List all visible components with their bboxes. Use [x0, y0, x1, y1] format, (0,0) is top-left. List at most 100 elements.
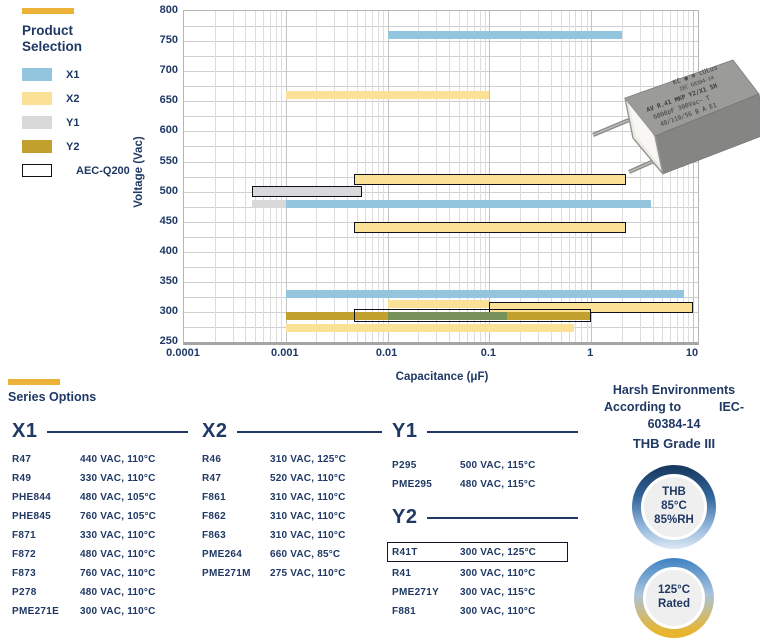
part-spec: 480 VAC, 110°C [80, 549, 156, 560]
gridline-v-major [285, 11, 287, 342]
chart-bar-x2-520vac [354, 174, 626, 185]
chart-bar-y1-480vac [252, 199, 286, 208]
legend-item-y1: Y1 [22, 116, 162, 129]
gridline-v-minor [263, 11, 265, 342]
gridline-h [184, 71, 698, 73]
part-row-pme264: PME264 660 VAC, 85°C [202, 545, 382, 564]
part-number: PME271E [12, 606, 60, 617]
part-spec: 300 VAC, 125°C [460, 546, 537, 558]
gridline-h [184, 41, 698, 43]
y-tick-800: 800 [159, 4, 178, 16]
part-spec: 480 VAC, 110°C [80, 587, 156, 598]
gridline-v-minor [334, 11, 336, 342]
x2-swatch [22, 92, 52, 105]
part-spec: 310 VAC, 110°C [270, 492, 346, 503]
x-tick-0.01: 0.01 [375, 347, 398, 359]
part-row-pme295: PME295 480 VAC, 115°C [392, 475, 578, 494]
chart-bar-y2-300vac [354, 309, 592, 323]
chart-bar-x2-275vac [285, 324, 575, 332]
legend-title: Product Selection [22, 23, 83, 54]
part-number: P295 [392, 460, 417, 471]
column-header-x2: X2 [202, 420, 382, 442]
gridline-h [184, 236, 698, 238]
gridline-v-minor [275, 11, 277, 342]
series-options-title: Series Options [8, 390, 97, 404]
legend-item-x1: X1 [22, 68, 162, 81]
y-tick-250: 250 [159, 335, 178, 347]
gridline-v-minor [670, 11, 672, 342]
legend-items: X1 X2 Y1 Y2 AEC-Q200 [22, 68, 162, 177]
legend-label: AEC-Q200 [76, 164, 130, 177]
part-number: PME271M [202, 568, 251, 579]
chart-bar-x1-330vac [285, 289, 685, 298]
chart-bar-x2-440vac [354, 222, 626, 234]
legend-label: Y1 [66, 116, 80, 129]
legend-label: X2 [66, 92, 80, 105]
y-tick-350: 350 [159, 274, 178, 287]
chart-bar-x2-660vac [285, 91, 490, 100]
part-spec: 760 VAC, 110°C [80, 568, 156, 579]
part-spec: 275 VAC, 110°C [270, 568, 346, 579]
legend-label: Y2 [66, 140, 80, 153]
plot-area [183, 10, 699, 345]
part-row-r47: R47 520 VAC, 110°C [202, 469, 382, 488]
header-rule [427, 431, 578, 433]
harsh-environments-panel: Harsh Environments According to IEC- 603… [594, 382, 754, 638]
gridline-v-minor [639, 11, 641, 342]
gridline-v-minor [677, 11, 679, 342]
part-number: R41T [392, 546, 418, 558]
part-number: R47 [202, 473, 222, 484]
part-row-f863: F863 310 VAC, 110°C [202, 526, 382, 545]
part-row-f871: F871 330 VAC, 110°C [12, 526, 188, 545]
gridline-h [184, 266, 698, 268]
harsh-title-line2: According to IEC- [604, 400, 744, 414]
chart-bar-x1-over-y2-300vac [387, 311, 508, 320]
badges: THB 85°C 85%RH 125°C Rated [594, 465, 754, 638]
header-rule [427, 517, 578, 519]
gridline-h [184, 191, 698, 193]
part-spec: 330 VAC, 110°C [80, 530, 156, 541]
chart-bar-x2-310vac [387, 299, 490, 308]
column-name: X1 [12, 419, 38, 442]
gridline-v-minor [652, 11, 654, 342]
column-name: Y1 [392, 419, 418, 442]
part-spec: 660 VAC, 85°C [270, 549, 341, 560]
gridline-v-minor [270, 11, 271, 342]
y-tick-750: 750 [159, 34, 178, 47]
gridline-v-minor [316, 11, 318, 342]
part-number: F863 [202, 530, 226, 541]
legend-panel: Product Selection X1 X2 Y1 Y2 AEC-Q200 [22, 8, 162, 188]
series-column-x1: X1 R47 440 VAC, 110°C R49 330 VAC, 110°C PHE8… [12, 420, 188, 621]
part-number: PME264 [202, 549, 243, 560]
rated-125c-badge: 125°C Rated [634, 558, 714, 638]
header-rule [237, 431, 382, 433]
part-spec: 310 VAC, 125°C [270, 454, 347, 465]
series-column-x2: X2 R46 310 VAC, 125°C R47 520 VAC, 110°C F861… [202, 420, 382, 583]
part-number: R46 [202, 454, 222, 465]
part-spec: 480 VAC, 105°C [80, 492, 157, 503]
part-row-phe845: PHE845 760 VAC, 105°C [12, 507, 188, 526]
harsh-title-line1: Harsh Environments [612, 383, 736, 397]
part-spec: 480 VAC, 115°C [460, 479, 536, 490]
legend-item-aec-q200: AEC-Q200 [22, 164, 162, 177]
part-spec: 500 VAC, 115°C [460, 460, 536, 471]
part-spec: 310 VAC, 110°C [270, 530, 346, 541]
y1-swatch [22, 116, 52, 129]
legend-label: X1 [66, 68, 80, 81]
part-number: R49 [12, 473, 32, 484]
gold-accent-bar [22, 8, 74, 14]
gridline-h [184, 161, 698, 163]
y2-swatch [22, 140, 52, 153]
chart-bar-y1-500vac [252, 186, 362, 197]
part-number: P278 [12, 587, 37, 598]
gridline-h [184, 281, 698, 283]
gridline-v-minor [683, 11, 685, 342]
part-row-f881: F881 300 VAC, 110°C [392, 602, 578, 621]
part-spec: 440 VAC, 110°C [80, 454, 156, 465]
y-tick-500: 500 [159, 184, 178, 197]
part-number: F873 [12, 568, 36, 579]
part-number: R41 [392, 568, 412, 579]
legend-item-y2: Y2 [22, 140, 162, 153]
gridline-v-minor [232, 11, 234, 342]
